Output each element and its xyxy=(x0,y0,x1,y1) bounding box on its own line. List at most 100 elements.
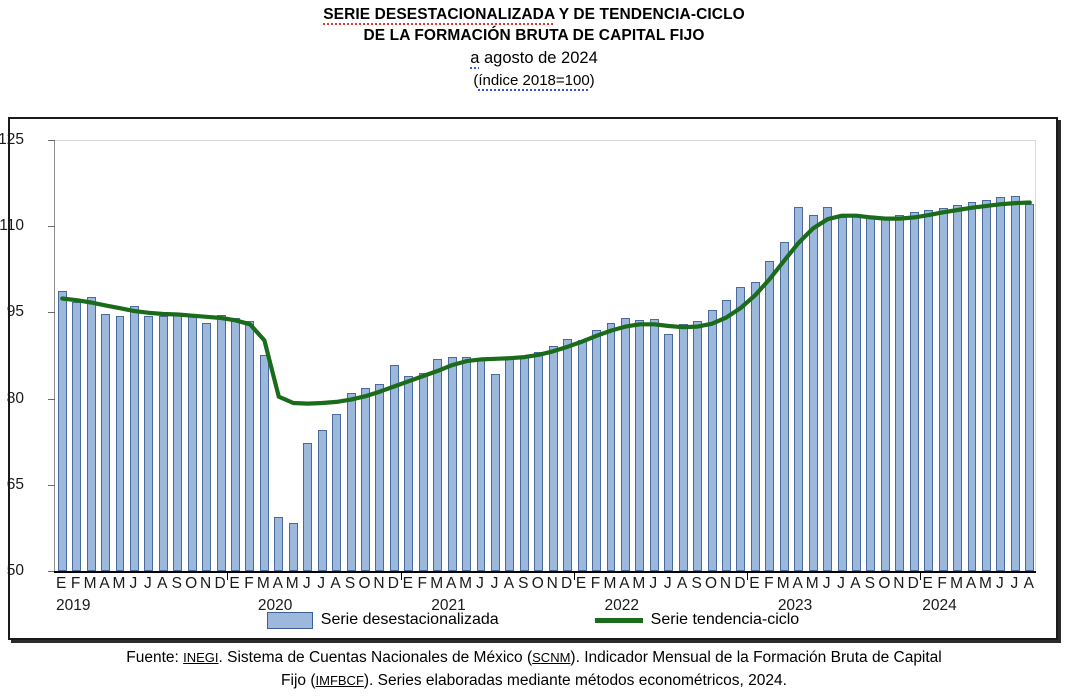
x-axis-year-separator xyxy=(573,573,575,580)
x-axis-month-label: J xyxy=(822,575,831,592)
x-axis-year-separator xyxy=(920,573,922,580)
x-axis-month-label: O xyxy=(878,575,891,592)
bar xyxy=(563,338,573,571)
bar xyxy=(346,393,356,571)
x-axis-month-label: A xyxy=(330,575,341,592)
footer-line-1: Fuente: INEGI. Sistema de Cuentas Nacion… xyxy=(126,649,942,666)
bar xyxy=(433,358,443,571)
bar xyxy=(115,316,125,571)
trend-line-path xyxy=(60,200,1032,406)
x-axis-month-label: E xyxy=(56,575,67,592)
x-axis-month-label: S xyxy=(518,575,529,592)
x-axis-month-label: J xyxy=(1010,575,1019,592)
title-line-3-part-a: a xyxy=(470,49,480,69)
bar xyxy=(534,352,544,571)
bar xyxy=(72,302,82,571)
bar xyxy=(808,215,818,571)
bar xyxy=(635,319,645,571)
bar xyxy=(57,290,67,571)
y-axis-tick-label: 95 xyxy=(6,303,24,321)
bar xyxy=(938,208,948,571)
x-axis-month-label: M xyxy=(83,575,97,592)
x-axis-month-label: O xyxy=(531,575,544,592)
bar xyxy=(953,204,963,571)
x-axis-month-label: N xyxy=(546,575,558,592)
x-axis-year-separator xyxy=(747,573,749,580)
x-axis-month-label: O xyxy=(358,575,371,592)
bar xyxy=(288,523,298,571)
legend-item-serie-desestacionalizada: Serie desestacionalizada xyxy=(266,611,499,629)
bar xyxy=(895,214,905,571)
bar xyxy=(592,330,602,571)
title-line-3-part-b: agosto de 2024 xyxy=(479,49,598,67)
x-axis-month-label: J xyxy=(837,575,845,592)
bar xyxy=(447,356,457,571)
x-axis-month-label: A xyxy=(445,575,457,592)
bar xyxy=(823,206,833,571)
x-axis-month-label: A xyxy=(99,575,110,592)
footer-line-2: Fijo (IMFBCF). Series elaboradas mediant… xyxy=(8,669,1060,692)
x-axis-month-label: F xyxy=(417,575,427,592)
bar xyxy=(202,323,212,571)
x-axis-month-label: A xyxy=(503,575,515,592)
x-axis-month-label: S xyxy=(171,575,182,592)
bar xyxy=(664,333,674,571)
y-axis-tick-label: 80 xyxy=(6,389,24,407)
y-axis-tick-label: 50 xyxy=(6,562,24,579)
y-axis-tick-mark xyxy=(48,140,55,141)
chart-frame: 50 65 80 95 110 125 E F M A M J J A S O N D 2019 E F M A M J J A S… xyxy=(0,117,1058,640)
chart-legend: Serie desestacionalizada Serie tendencia… xyxy=(8,604,1058,636)
x-axis-month-label: J xyxy=(476,575,484,592)
x-axis-month-label: O xyxy=(185,575,198,592)
bar xyxy=(606,323,616,571)
x-axis-month-label: A xyxy=(850,575,861,592)
x-axis-month-label: J xyxy=(996,575,1004,592)
bar xyxy=(620,317,630,571)
bar xyxy=(490,374,500,571)
x-axis-year-separator xyxy=(227,573,229,580)
x-axis-month-label: F xyxy=(764,575,774,592)
chart-title-block: SERIE DESESTACIONALIZADA Y DE TENDENCIA-… xyxy=(0,0,1068,92)
y-axis-tick-mark xyxy=(48,312,55,314)
footer-prefix: Fuente: xyxy=(126,649,184,666)
x-axis-month-label: M xyxy=(430,575,444,592)
x-axis-month-label: M xyxy=(632,575,646,592)
bar xyxy=(693,321,703,571)
legend-label-0: Serie desestacionalizada xyxy=(320,611,499,628)
trend-line-series xyxy=(60,200,1032,406)
bar xyxy=(462,357,472,571)
bar xyxy=(129,305,139,571)
x-axis-year-separator xyxy=(400,573,402,580)
x-axis-month-label: M xyxy=(256,575,270,592)
bar xyxy=(317,430,327,571)
bar xyxy=(981,199,991,571)
bar xyxy=(274,516,284,571)
legend-label-1: Serie tendencia-ciclo xyxy=(650,611,800,628)
y-axis-tick-mark xyxy=(48,398,55,400)
x-axis-month-label: N xyxy=(200,575,212,592)
footer-line2-post: ). Series elaboradas mediante métodos ec… xyxy=(363,672,787,689)
bar xyxy=(548,345,558,571)
x-axis-month-label: E xyxy=(749,575,760,592)
x-axis-month-label: N xyxy=(719,575,732,592)
title-line-4-units: índice 2018=100 xyxy=(478,72,590,91)
x-axis-month-label: E xyxy=(402,575,413,592)
x-axis-month-label: D xyxy=(907,575,919,592)
x-axis-month-label: J xyxy=(490,575,499,592)
footer-mid: . Sistema de Cuentas Nacionales de Méxic… xyxy=(218,649,533,666)
bar xyxy=(909,211,919,571)
x-axis-month-label: A xyxy=(677,575,688,592)
x-axis-month-label: J xyxy=(663,575,672,592)
bar xyxy=(375,384,385,571)
bar xyxy=(158,316,168,571)
title-line-1-part-b: Y DE TENDENCIA-CICLO xyxy=(554,6,745,23)
bar xyxy=(736,286,746,571)
x-axis-month-label: M xyxy=(805,575,819,592)
x-axis-year-label: 2021 xyxy=(431,597,466,614)
x-axis-month-label: E xyxy=(575,575,587,592)
x-axis-year-label: 2022 xyxy=(604,597,639,614)
bar-series-layer xyxy=(55,141,1035,571)
bar-swatch-icon xyxy=(266,611,313,629)
plot-area xyxy=(54,140,1036,571)
y-axis-tick-mark xyxy=(48,571,55,572)
